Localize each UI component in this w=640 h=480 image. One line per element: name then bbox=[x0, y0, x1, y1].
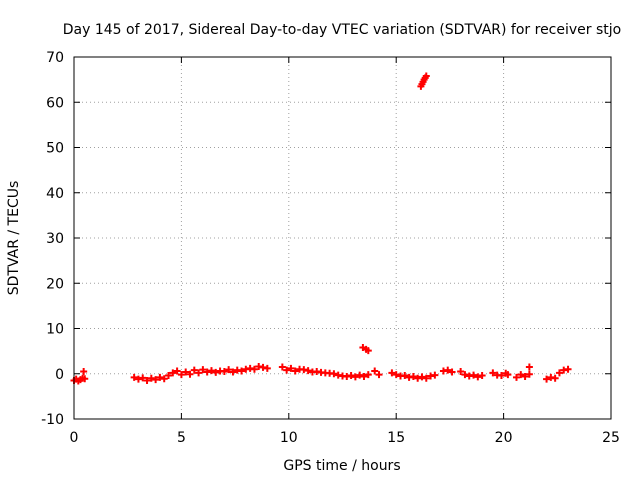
data-point bbox=[238, 367, 246, 375]
data-point bbox=[564, 365, 572, 373]
data-point bbox=[304, 367, 312, 375]
data-point bbox=[283, 366, 291, 374]
data-point bbox=[156, 373, 164, 381]
data-point bbox=[229, 368, 237, 376]
y-tick-label: 20 bbox=[46, 276, 64, 292]
data-point bbox=[139, 374, 147, 382]
data-point bbox=[250, 365, 258, 373]
data-point bbox=[160, 375, 168, 383]
data-point bbox=[388, 369, 396, 377]
data-point bbox=[80, 367, 88, 375]
data-point bbox=[364, 371, 372, 379]
data-point bbox=[543, 375, 551, 383]
data-point bbox=[555, 369, 563, 377]
x-tick-label: 15 bbox=[387, 430, 405, 446]
data-point bbox=[165, 372, 173, 380]
tick-labels: 0 5 10 15 20 25 -10 0 10 20 30 40 50 60 70 bbox=[41, 50, 620, 446]
data-point bbox=[173, 367, 181, 375]
y-tick-label: 30 bbox=[46, 231, 64, 247]
data-point bbox=[392, 371, 400, 379]
data-point bbox=[371, 367, 379, 375]
axis-ticks bbox=[73, 56, 612, 420]
chart-title: Day 145 of 2017, Sidereal Day-to-day VTE… bbox=[63, 22, 621, 38]
x-tick-label: 10 bbox=[280, 430, 298, 446]
data-point bbox=[220, 367, 228, 375]
x-tick-label: 20 bbox=[495, 430, 513, 446]
y-tick-label: 70 bbox=[46, 50, 64, 66]
data-point bbox=[182, 368, 190, 376]
x-axis-label: GPS time / hours bbox=[283, 458, 400, 474]
data-point bbox=[364, 347, 372, 355]
data-point bbox=[422, 72, 430, 80]
y-tick-label: -10 bbox=[41, 412, 64, 428]
data-point bbox=[512, 373, 520, 381]
data-point bbox=[504, 371, 512, 379]
data-point bbox=[461, 371, 469, 379]
data-point bbox=[199, 366, 207, 374]
data-point bbox=[444, 366, 452, 374]
data-point bbox=[497, 372, 505, 380]
data-point bbox=[287, 364, 295, 372]
data-point bbox=[409, 372, 417, 380]
data-point bbox=[517, 371, 525, 379]
grid-lines bbox=[74, 57, 611, 419]
data-point bbox=[525, 363, 533, 371]
data-point bbox=[143, 377, 151, 385]
y-tick-label: 50 bbox=[46, 141, 64, 157]
data-point bbox=[375, 371, 383, 379]
data-point bbox=[330, 370, 338, 378]
data-point bbox=[212, 368, 220, 376]
data-point bbox=[186, 370, 194, 378]
x-tick-label: 0 bbox=[70, 430, 79, 446]
data-point bbox=[478, 372, 486, 380]
data-point bbox=[422, 374, 430, 382]
data-point bbox=[278, 363, 286, 371]
data-point bbox=[152, 376, 160, 384]
data-point bbox=[347, 372, 355, 380]
data-point bbox=[414, 374, 422, 382]
x-tick-label: 5 bbox=[177, 430, 186, 446]
data-point bbox=[525, 370, 533, 378]
y-tick-label: 60 bbox=[46, 95, 64, 111]
data-point bbox=[470, 371, 478, 379]
data-point bbox=[474, 373, 482, 381]
data-point bbox=[356, 371, 364, 379]
data-point bbox=[489, 369, 497, 377]
data-point bbox=[130, 373, 138, 381]
data-point bbox=[551, 374, 559, 382]
data-point bbox=[190, 366, 198, 374]
data-point bbox=[263, 364, 271, 372]
data-point bbox=[431, 371, 439, 379]
data-point bbox=[225, 366, 233, 374]
data-point bbox=[457, 367, 465, 375]
data-point bbox=[291, 367, 299, 375]
data-point bbox=[351, 373, 359, 381]
data-points bbox=[70, 72, 572, 385]
y-tick-label: 40 bbox=[46, 186, 64, 202]
data-point bbox=[360, 372, 368, 380]
data-point bbox=[81, 375, 89, 383]
data-point bbox=[169, 369, 177, 377]
data-point bbox=[147, 374, 155, 382]
y-tick-label: 0 bbox=[55, 367, 64, 383]
y-axis-label: SDTVAR / TECUs bbox=[6, 181, 22, 296]
data-point bbox=[418, 373, 426, 381]
data-point bbox=[401, 372, 409, 380]
data-point bbox=[207, 367, 215, 375]
data-point bbox=[203, 368, 211, 376]
data-point bbox=[521, 372, 529, 380]
data-point bbox=[134, 375, 142, 383]
data-point bbox=[195, 369, 203, 377]
data-point bbox=[448, 368, 456, 376]
data-point bbox=[177, 371, 185, 379]
x-tick-label: 25 bbox=[602, 430, 620, 446]
y-tick-label: 10 bbox=[46, 322, 64, 338]
